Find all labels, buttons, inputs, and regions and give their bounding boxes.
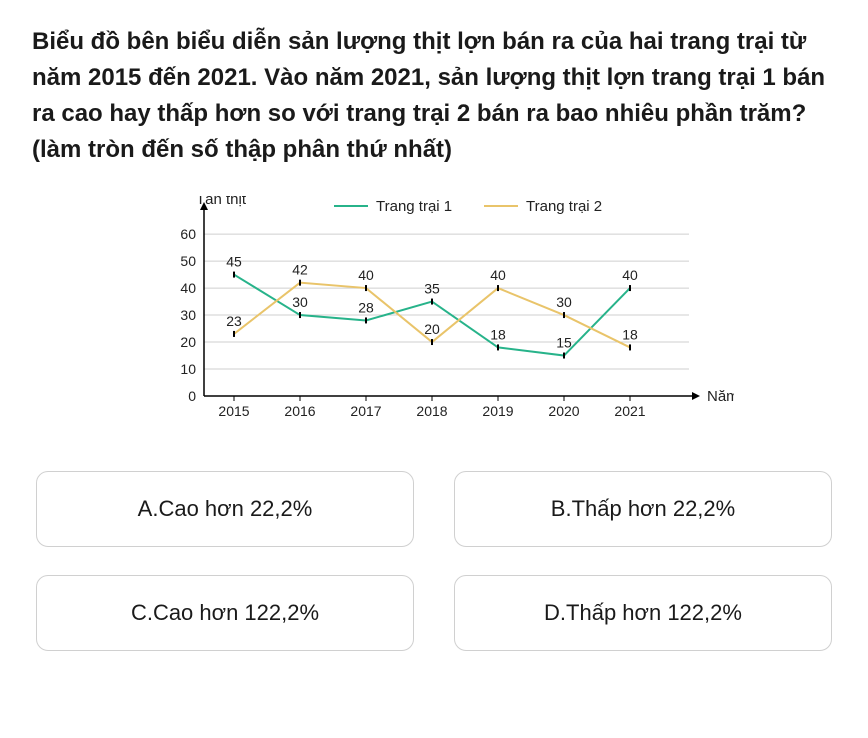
- option-a[interactable]: A.Cao hơn 22,2%: [36, 471, 414, 547]
- option-b[interactable]: B.Thấp hơn 22,2%: [454, 471, 832, 547]
- svg-text:50: 50: [180, 253, 196, 269]
- svg-text:2019: 2019: [482, 403, 513, 419]
- svg-text:35: 35: [424, 281, 440, 297]
- svg-text:30: 30: [180, 307, 196, 323]
- svg-text:2021: 2021: [614, 403, 645, 419]
- svg-text:10: 10: [180, 361, 196, 377]
- answer-options: A.Cao hơn 22,2% B.Thấp hơn 22,2% C.Cao h…: [32, 471, 836, 651]
- svg-text:2020: 2020: [548, 403, 579, 419]
- svg-text:Trang trại 2: Trang trại 2: [526, 198, 602, 215]
- svg-text:28: 28: [358, 299, 374, 315]
- svg-text:18: 18: [622, 326, 638, 342]
- svg-text:18: 18: [490, 326, 506, 342]
- line-chart: 0 10 20 30 40 50 60 Tấn thịt Năm Trang trại 1 Tran…: [134, 196, 734, 426]
- option-d[interactable]: D.Thấp hơn 122,2%: [454, 575, 832, 651]
- svg-text:40: 40: [358, 267, 374, 283]
- svg-text:40: 40: [490, 267, 506, 283]
- svg-text:2016: 2016: [284, 403, 315, 419]
- svg-text:2015: 2015: [218, 403, 249, 419]
- svg-text:Năm: Năm: [707, 388, 734, 405]
- svg-text:30: 30: [292, 294, 308, 310]
- svg-text:60: 60: [180, 226, 196, 242]
- svg-text:0: 0: [188, 388, 196, 404]
- chart-container: 0 10 20 30 40 50 60 Tấn thịt Năm Trang trại 1 Tran…: [32, 196, 836, 431]
- svg-text:20: 20: [424, 321, 440, 337]
- svg-text:30: 30: [556, 294, 572, 310]
- svg-text:15: 15: [556, 335, 572, 351]
- svg-text:Tấn thịt: Tấn thịt: [196, 196, 247, 208]
- svg-text:40: 40: [622, 267, 638, 283]
- svg-text:42: 42: [292, 262, 308, 278]
- svg-text:2017: 2017: [350, 403, 381, 419]
- option-c[interactable]: C.Cao hơn 122,2%: [36, 575, 414, 651]
- svg-text:Trang trại 1: Trang trại 1: [376, 198, 452, 215]
- svg-text:23: 23: [226, 313, 242, 329]
- svg-text:40: 40: [180, 280, 196, 296]
- svg-text:2018: 2018: [416, 403, 447, 419]
- svg-text:20: 20: [180, 334, 196, 350]
- svg-text:45: 45: [226, 254, 242, 270]
- question-text: Biểu đồ bên biểu diễn sản lượng thịt lợn…: [32, 24, 836, 168]
